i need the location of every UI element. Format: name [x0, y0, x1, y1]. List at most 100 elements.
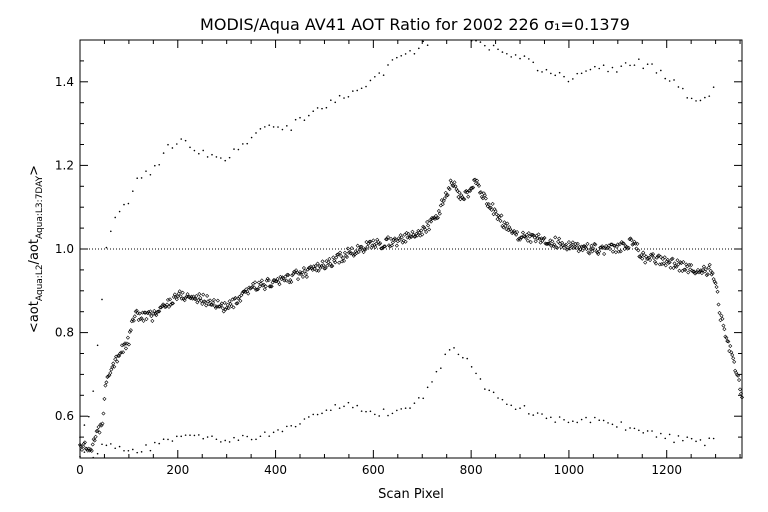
lower-bound-point	[484, 388, 486, 390]
mean-ratio-point	[611, 243, 616, 248]
lower-bound-point	[378, 415, 381, 417]
lower-bound-point	[545, 417, 548, 420]
mean-ratio-point	[697, 269, 702, 274]
mean-ratio-point	[544, 241, 549, 246]
mean-ratio-point	[668, 265, 673, 270]
mean-ratio-point	[92, 438, 97, 443]
mean-ratio-point	[439, 198, 444, 203]
mean-ratio-point	[621, 241, 626, 246]
mean-ratio-point	[736, 373, 741, 378]
mean-ratio-point	[252, 285, 257, 290]
mean-ratio-point	[170, 301, 175, 306]
mean-ratio-point	[704, 273, 709, 278]
y-axis-label-sub2: Aqua:L3:7DAY	[35, 175, 45, 239]
mean-ratio-point	[640, 256, 645, 261]
upper-bound-point	[655, 72, 658, 74]
mean-ratio-point	[506, 228, 511, 233]
upper-bound-point	[585, 70, 587, 72]
mean-ratio-point	[580, 248, 585, 253]
mean-ratio-point	[514, 232, 519, 237]
lower-bound-point	[646, 430, 649, 432]
lower-bound-point	[356, 404, 359, 407]
mean-ratio-point	[242, 289, 247, 294]
mean-ratio-point	[346, 250, 351, 255]
mean-ratio-point	[283, 274, 288, 279]
lower-bound-point	[281, 430, 284, 433]
lower-bound-point	[268, 435, 271, 437]
upper-bound-point	[294, 118, 297, 121]
mean-ratio-point	[650, 252, 656, 257]
mean-ratio-point	[209, 302, 214, 307]
mean-ratio-point	[409, 234, 414, 239]
upper-bound-point	[114, 216, 117, 219]
lower-bound-point	[435, 370, 438, 373]
mean-ratio-point	[227, 299, 232, 304]
lower-bound-point	[83, 451, 86, 453]
mean-ratio-point	[103, 383, 108, 388]
upper-bound-point	[154, 164, 156, 167]
mean-ratio-point	[271, 278, 276, 283]
lower-bound-point	[453, 347, 455, 349]
mean-ratio-point	[412, 234, 417, 239]
mean-ratio-point	[95, 428, 100, 433]
lower-bound-point	[404, 407, 407, 409]
lower-bound-point	[470, 366, 473, 368]
upper-bound-point	[158, 163, 161, 166]
lower-bound-point	[162, 438, 165, 441]
mean-ratio-point	[490, 201, 495, 206]
mean-ratio-point	[284, 278, 289, 283]
mean-ratio-point	[230, 297, 235, 302]
mean-ratio-point	[268, 284, 273, 289]
upper-bound-point	[558, 71, 561, 74]
lower-bound-point	[457, 353, 460, 356]
upper-bound-point	[281, 128, 284, 131]
upper-bound-point	[391, 59, 394, 61]
mean-ratio-point	[709, 272, 714, 277]
lower-bound-point	[541, 413, 543, 415]
mean-ratio-point	[302, 269, 307, 274]
mean-ratio-point	[726, 339, 731, 344]
mean-ratio-point	[706, 265, 711, 270]
upper-bound-point	[409, 49, 411, 52]
mean-ratio-point	[617, 242, 622, 247]
upper-bound-point	[488, 49, 491, 51]
upper-bound-point	[167, 143, 169, 146]
mean-ratio-point	[669, 257, 674, 262]
mean-ratio-point	[97, 430, 102, 435]
mean-ratio-point	[406, 231, 411, 236]
mean-ratio-point	[334, 255, 339, 260]
mean-ratio-point	[330, 263, 335, 269]
upper-bound-point	[479, 41, 482, 43]
mean-ratio-point	[716, 302, 721, 307]
mean-ratio-point	[390, 240, 395, 245]
mean-ratio-point	[112, 364, 117, 369]
lower-bound-point	[585, 416, 587, 419]
lower-bound-point	[431, 381, 433, 383]
mean-ratio-point	[104, 380, 109, 385]
mean-ratio-point	[482, 193, 487, 198]
upper-bound-point	[664, 77, 667, 80]
mean-ratio-point	[511, 230, 516, 235]
y-tick-label: 0.6	[55, 409, 74, 423]
lower-bound-point	[303, 418, 306, 420]
upper-bound-point	[598, 67, 601, 70]
lower-bound-point	[479, 378, 482, 380]
mean-ratio-point	[667, 260, 672, 265]
mean-ratio-point	[141, 318, 146, 323]
mean-ratio-point	[443, 190, 448, 195]
mean-ratio-point	[215, 298, 220, 303]
mean-ratio-point	[427, 227, 432, 232]
upper-bound-point	[189, 146, 191, 149]
mean-ratio-point	[260, 283, 265, 288]
mean-ratio-point	[273, 279, 278, 284]
mean-ratio-point	[510, 231, 515, 236]
y-tick-label: 1.2	[55, 158, 74, 172]
mean-ratio-point	[542, 235, 547, 241]
mean-ratio-point	[525, 238, 530, 243]
lower-bound-point	[211, 435, 213, 437]
lower-bound-point	[664, 437, 667, 440]
mean-ratio-point	[460, 195, 465, 200]
mean-ratio-point	[183, 295, 188, 300]
mean-ratio-point	[361, 250, 366, 255]
